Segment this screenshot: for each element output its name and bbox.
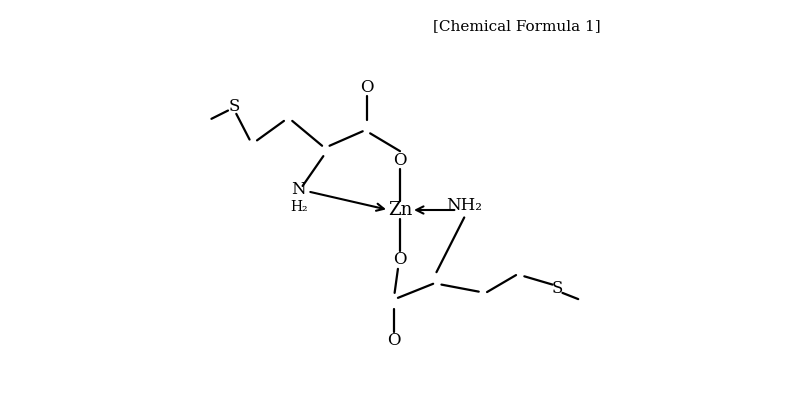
Text: S: S [229, 98, 240, 115]
Text: Zn: Zn [388, 201, 412, 219]
Text: NH₂: NH₂ [446, 197, 482, 214]
Text: [Chemical Formula 1]: [Chemical Formula 1] [434, 19, 601, 33]
Text: S: S [552, 280, 563, 297]
Text: O: O [360, 79, 374, 96]
Text: N: N [291, 181, 306, 198]
Text: O: O [394, 152, 406, 169]
Text: H₂: H₂ [290, 200, 308, 214]
Text: O: O [387, 332, 401, 349]
Text: O: O [394, 251, 406, 268]
